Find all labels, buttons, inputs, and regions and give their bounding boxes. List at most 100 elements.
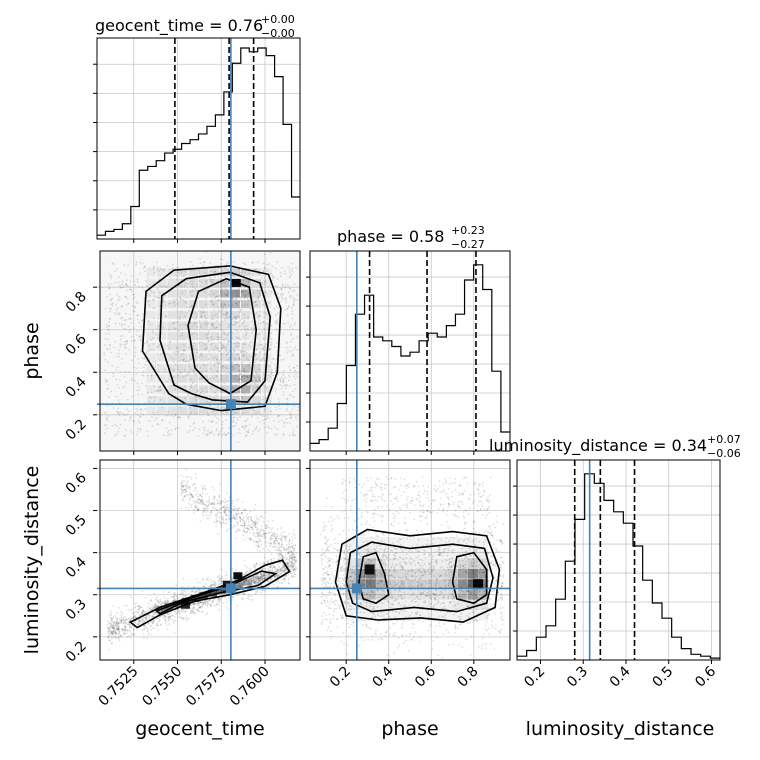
sample-point bbox=[289, 548, 291, 551]
sample-point bbox=[150, 416, 153, 418]
sample-point bbox=[152, 307, 155, 310]
sample-point bbox=[279, 354, 281, 357]
sample-point bbox=[211, 583, 214, 586]
density-cell bbox=[220, 300, 230, 309]
sample-point bbox=[165, 427, 168, 430]
sample-point bbox=[132, 420, 135, 423]
sample-point bbox=[111, 632, 113, 635]
sample-point bbox=[221, 427, 224, 430]
sample-point bbox=[247, 598, 250, 601]
sample-point bbox=[274, 320, 277, 323]
sample-point bbox=[293, 564, 296, 566]
sample-point bbox=[130, 335, 133, 338]
sample-point bbox=[202, 585, 205, 588]
density-cell bbox=[178, 395, 188, 404]
sample-point bbox=[180, 507, 183, 510]
sample-point bbox=[270, 560, 273, 563]
sample-point bbox=[201, 495, 203, 497]
sample-point bbox=[392, 599, 395, 602]
sample-point bbox=[177, 365, 180, 368]
sample-point bbox=[242, 336, 245, 339]
sample-point bbox=[180, 617, 182, 619]
sample-point bbox=[280, 554, 283, 556]
sample-point bbox=[219, 503, 222, 506]
sample-point bbox=[241, 425, 244, 428]
sample-point bbox=[492, 563, 495, 566]
sample-point bbox=[137, 611, 139, 614]
panel-phase-hist: phase = 0.58 +0.23 −0.27 bbox=[306, 224, 511, 455]
sample-point bbox=[260, 579, 262, 582]
sample-point bbox=[211, 420, 214, 423]
sample-point bbox=[197, 509, 200, 512]
sample-point bbox=[217, 580, 220, 583]
sample-point bbox=[202, 515, 205, 517]
sample-point bbox=[280, 538, 283, 541]
sample-point bbox=[251, 330, 254, 332]
sample-point bbox=[213, 309, 216, 311]
sample-point bbox=[276, 568, 279, 571]
sample-point bbox=[290, 563, 293, 566]
sample-point bbox=[141, 619, 143, 622]
sample-point bbox=[267, 318, 270, 321]
sample-point bbox=[158, 602, 160, 605]
sample-point bbox=[397, 637, 400, 640]
sample-point bbox=[134, 339, 136, 342]
sample-point bbox=[213, 585, 216, 587]
sample-point bbox=[252, 521, 255, 523]
sample-point bbox=[228, 507, 231, 510]
sample-point bbox=[235, 412, 238, 415]
sample-point bbox=[232, 298, 234, 301]
sample-point bbox=[270, 343, 273, 346]
sample-point bbox=[112, 630, 115, 633]
sample-point bbox=[332, 579, 335, 582]
sample-point bbox=[245, 371, 247, 374]
sample-point bbox=[263, 556, 266, 559]
sample-point bbox=[289, 572, 292, 575]
sample-point bbox=[254, 304, 257, 307]
density-cell bbox=[251, 395, 261, 404]
sample-point bbox=[194, 612, 197, 615]
sample-point bbox=[200, 387, 203, 390]
sample-point bbox=[285, 574, 288, 577]
sample-point bbox=[179, 609, 181, 611]
sample-point bbox=[204, 488, 207, 490]
sample-point bbox=[194, 487, 197, 489]
sample-point bbox=[191, 607, 194, 610]
sample-point bbox=[205, 333, 208, 336]
sample-point bbox=[223, 507, 226, 510]
sample-point bbox=[268, 526, 271, 529]
sample-point bbox=[282, 570, 285, 573]
sample-point bbox=[264, 418, 267, 421]
sample-point bbox=[260, 573, 262, 576]
sample-point bbox=[138, 619, 141, 622]
sample-point bbox=[429, 606, 432, 609]
geocent-time-title-plus: +0.00 bbox=[261, 13, 295, 26]
sample-point bbox=[250, 355, 253, 358]
sample-point bbox=[242, 534, 245, 537]
sample-point bbox=[252, 520, 254, 523]
sample-point bbox=[242, 592, 245, 595]
sample-point bbox=[274, 539, 277, 542]
sample-point bbox=[166, 344, 169, 347]
sample-point bbox=[225, 518, 227, 521]
sample-point bbox=[275, 537, 278, 540]
sample-point bbox=[393, 557, 396, 559]
density-cell bbox=[167, 342, 177, 351]
sample-point bbox=[118, 639, 121, 642]
sample-point bbox=[215, 374, 217, 377]
sample-point bbox=[278, 552, 281, 555]
sample-point bbox=[173, 599, 176, 601]
sample-point bbox=[242, 343, 245, 345]
sample-point bbox=[255, 521, 258, 523]
sample-point bbox=[157, 604, 159, 607]
y-tick-label: 0.2 bbox=[63, 416, 90, 443]
sample-point bbox=[173, 592, 176, 595]
sample-point bbox=[281, 296, 283, 299]
sample-point bbox=[281, 285, 284, 287]
sample-point bbox=[274, 568, 277, 570]
sample-point bbox=[200, 610, 203, 613]
sample-point bbox=[156, 600, 158, 603]
sample-point bbox=[293, 396, 295, 398]
sample-point bbox=[165, 314, 168, 317]
